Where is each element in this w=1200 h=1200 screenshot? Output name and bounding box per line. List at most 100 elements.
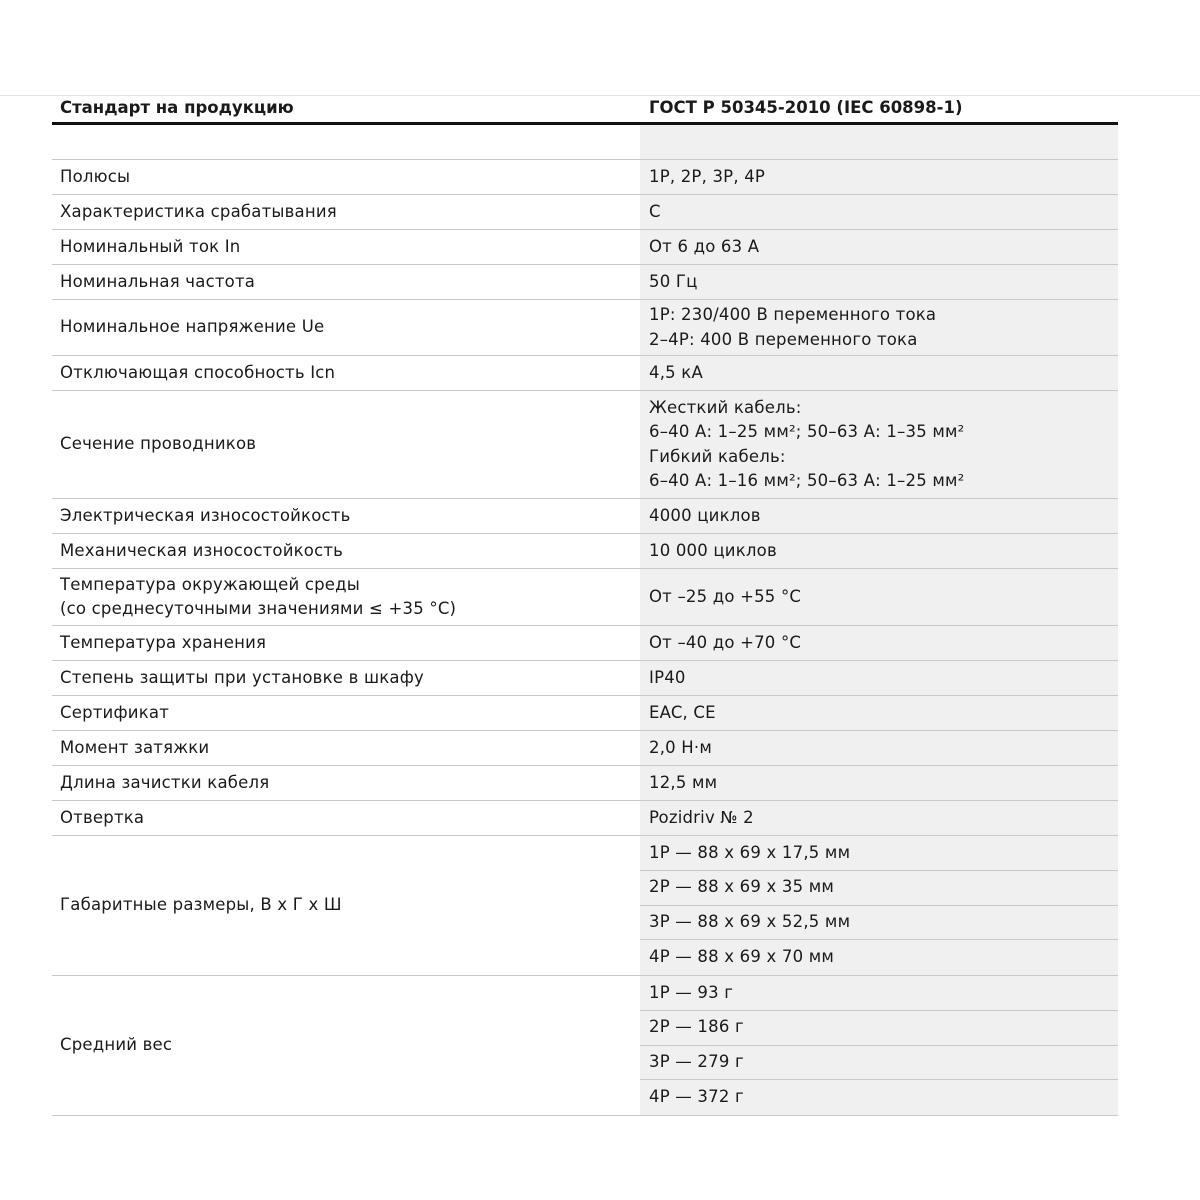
header-value: ГОСТ Р 50345-2010 (IEC 60898-1) [649,98,963,117]
row-value-line: 2,0 Н·м [649,737,712,757]
table-row: Степень защиты при установке в шкафу IP40 [52,661,1118,696]
row-value-line: EAC, CE [649,702,716,722]
row-value-line: От –25 до +55 °C [649,586,802,606]
row-value-line: 4000 циклов [649,505,761,525]
row-value-line: IP40 [649,667,686,687]
row-label: Длина зачистки кабеля [52,766,640,800]
table-row: Номинальная частота 50 Гц [52,265,1118,300]
row-label: Габаритные размеры, В x Г x Ш [52,836,640,975]
row-label: Сертификат [52,696,640,730]
row-value: 1P — 93 г 2P — 186 г 3P — 279 г 4P — 372 г [640,976,1118,1115]
row-value-line: 1P: 230/400 В переменного тока [649,305,937,324]
row-label: Механическая износостойкость [52,534,640,568]
row-value: 10 000 циклов [640,534,1118,568]
table-row: Сертификат EAC, CE [52,696,1118,731]
row-value: 1P: 230/400 В переменного тока 2–4P: 400 … [640,300,1118,355]
table-row: Полюсы 1P, 2P, 3P, 4P [52,160,1118,195]
table-row: Механическая износостойкость 10 000 цикло… [52,534,1118,569]
row-label-line: Характеристика срабатывания [60,201,337,221]
row-value: От –40 до +70 °C [640,626,1118,660]
row-value-line: От 6 до 63 А [649,236,760,256]
table-row: Габаритные размеры, В x Г x Ш 1P — 88 x 6… [52,836,1118,976]
row-label: Электрическая износостойкость [52,499,640,533]
row-value: Pozidriv № 2 [640,801,1118,835]
row-subvalue: 2P — 186 г [640,1011,1118,1046]
row-subvalue: 1P — 93 г [640,976,1118,1011]
row-value [640,125,1118,159]
row-value-line: 6–40 А: 1–25 мм²; 50–63 А: 1–35 мм² [649,422,965,441]
table-row: Температура окружающей среды (со среднесу… [52,569,1118,626]
row-label: Температура хранения [52,626,640,660]
row-label-line: Температура хранения [60,632,267,652]
row-value: C [640,195,1118,229]
row-value: Жесткий кабель: 6–40 А: 1–25 мм²; 50–63 А… [640,391,1118,498]
row-value-line: 12,5 мм [649,772,718,792]
row-value-line: 10 000 циклов [649,540,777,560]
row-label: Момент затяжки [52,731,640,765]
table-row: Момент затяжки 2,0 Н·м [52,731,1118,766]
row-label: Сечение проводников [52,391,640,498]
row-value-line: 50 Гц [649,271,698,291]
row-subvalue: 2P — 88 x 69 x 35 мм [640,871,1118,906]
row-label-line: Полюсы [60,166,131,186]
table-row: Характеристика срабатывания C [52,195,1118,230]
row-value-line: 1P, 2P, 3P, 4P [649,166,766,186]
spec-table: Стандарт на продукцию ГОСТ Р 50345-2010 … [52,96,1118,1116]
row-label-line: Температура окружающей среды [60,574,360,594]
row-value: 4000 циклов [640,499,1118,533]
row-label-line: Отвертка [60,807,145,827]
row-label: Отвертка [52,801,640,835]
row-value: EAC, CE [640,696,1118,730]
row-value: IP40 [640,661,1118,695]
row-value: 12,5 мм [640,766,1118,800]
row-subvalue: 4P — 372 г [649,1087,744,1107]
table-row: Сечение проводников Жесткий кабель: 6–40 А… [52,391,1118,499]
row-label-line: Электрическая износостойкость [60,505,351,525]
table-row: Номинальное напряжение Ue 1P: 230/400 В п… [52,300,1118,356]
row-label: Температура окружающей среды (со среднесу… [52,569,640,625]
row-value-line: Жесткий кабель: [649,397,802,417]
row-subvalue: 3P — 88 x 69 x 52,5 мм [640,906,1118,941]
row-value-line: 2–4P: 400 В переменного тока [649,329,918,349]
table-row [52,125,1118,160]
row-value: 1P, 2P, 3P, 4P [640,160,1118,194]
row-value-line: 4,5 кА [649,362,703,382]
row-value-line: C [649,201,661,221]
table-body: Полюсы 1P, 2P, 3P, 4P Характеристика сраба… [52,125,1118,1116]
row-label: Полюсы [52,160,640,194]
table-row: Электрическая износостойкость 4000 циклов [52,499,1118,534]
row-subvalue: 3P — 279 г [640,1046,1118,1081]
row-label-line: Момент затяжки [60,737,210,757]
row-value: От –25 до +55 °C [640,569,1118,625]
row-label: Номинальное напряжение Ue [52,300,640,355]
header-label: Стандарт на продукцию [60,98,294,117]
row-label: Степень защиты при установке в шкафу [52,661,640,695]
table-row: Отключающая способность Icn 4,5 кА [52,356,1118,391]
row-value: 50 Гц [640,265,1118,299]
row-label-line: Сертификат [60,702,170,722]
row-value-line: От –40 до +70 °C [649,632,802,652]
row-label: Номинальный ток In [52,230,640,264]
table-header: Стандарт на продукцию ГОСТ Р 50345-2010 … [52,96,1118,125]
row-label-line: Средний вес [60,1035,173,1055]
row-value: 2,0 Н·м [640,731,1118,765]
table-row: Средний вес 1P — 93 г 2P — 186 г 3P — 279 г… [52,976,1118,1116]
row-label [52,125,640,159]
top-divider [0,95,1200,96]
row-value: От 6 до 63 А [640,230,1118,264]
row-label-line: Номинальное напряжение Ue [60,317,325,337]
table-row: Температура хранения От –40 до +70 °C [52,626,1118,661]
row-value-line: Гибкий кабель: [649,446,786,466]
row-label-line: Сечение проводников [60,434,257,454]
row-label: Средний вес [52,976,640,1115]
row-value: 4,5 кА [640,356,1118,390]
row-value: 1P — 88 x 69 x 17,5 мм 2P — 88 x 69 x 35 … [640,836,1118,975]
row-label: Номинальная частота [52,265,640,299]
row-label-line: Длина зачистки кабеля [60,772,270,792]
row-value-line: Pozidriv № 2 [649,807,754,827]
row-label: Отключающая способность Icn [52,356,640,390]
row-label-line: Номинальный ток In [60,236,241,256]
row-label-line: Номинальная частота [60,271,256,291]
table-row: Номинальный ток In От 6 до 63 А [52,230,1118,265]
row-label-line: Отключающая способность Icn [60,362,336,382]
